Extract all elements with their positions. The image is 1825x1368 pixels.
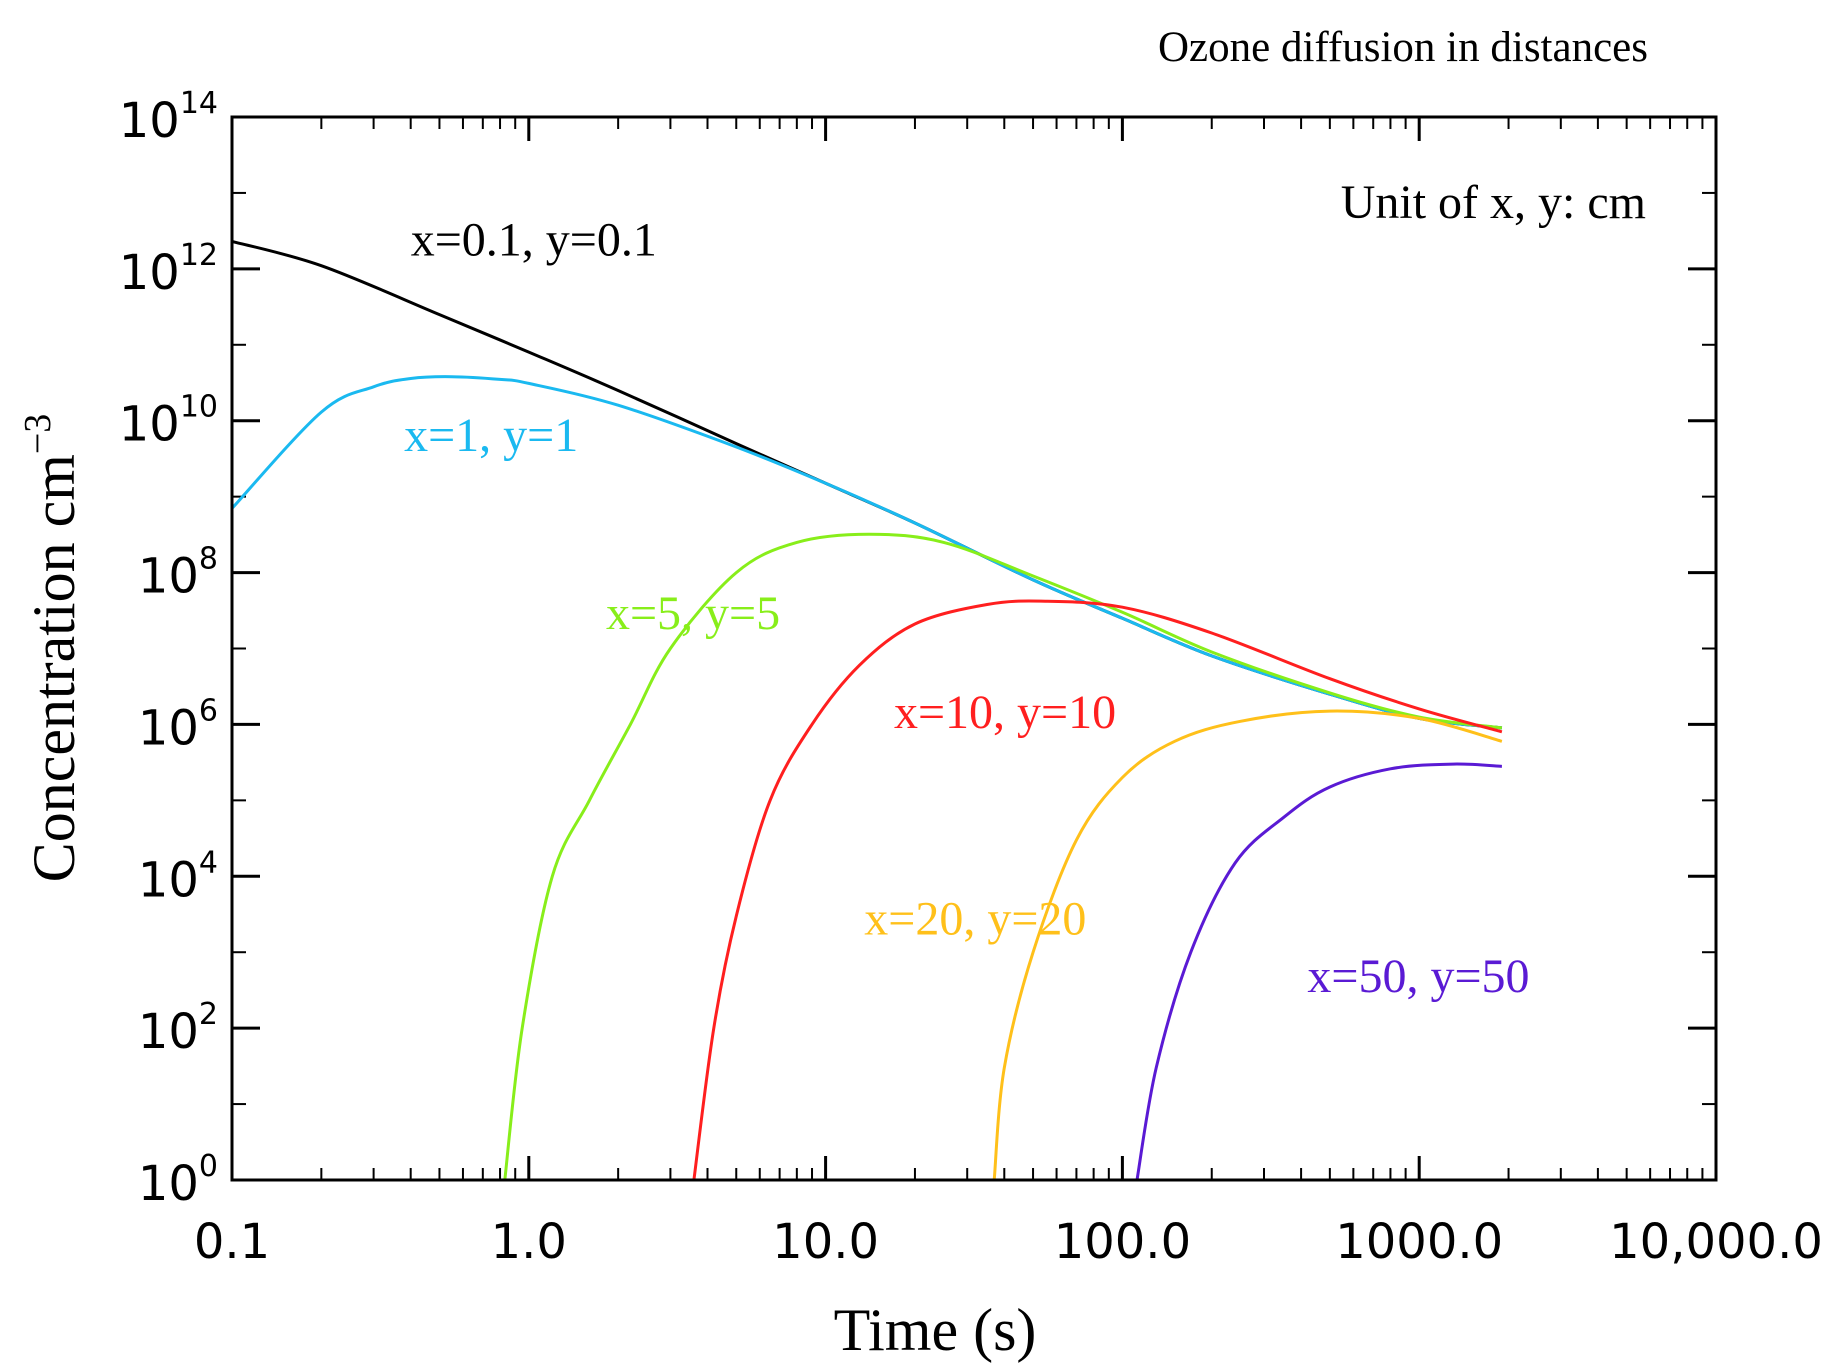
x-tick-label: 10,000.0 bbox=[1609, 1214, 1823, 1270]
y-axis-title-superscript: −3 bbox=[17, 414, 59, 454]
chart-title: Ozone diffusion in distances bbox=[1158, 24, 1648, 71]
y-tick-label: 102 bbox=[138, 997, 218, 1060]
y-tick-exponent: 8 bbox=[199, 542, 218, 577]
series-line-5 bbox=[1135, 762, 1502, 1181]
y-tick-exponent: 4 bbox=[199, 845, 218, 880]
series-line-3 bbox=[692, 599, 1503, 1181]
series-line-1 bbox=[230, 375, 1503, 730]
y-tick-label: 1010 bbox=[119, 390, 218, 453]
y-tick-label: 104 bbox=[138, 845, 218, 908]
plot-frame bbox=[230, 115, 1718, 1182]
y-tick-label: 1012 bbox=[119, 238, 218, 301]
y-tick-base: 10 bbox=[138, 1004, 199, 1060]
y-tick-label: 108 bbox=[138, 542, 218, 605]
x-tick-label: 100.0 bbox=[1054, 1214, 1191, 1270]
series-label-group: x=0.1, y=0.1 x=1, y=1 x=5, y=5 x=10, y=10 x=… bbox=[404, 213, 1529, 1002]
svg-text:Concentration cm−3: Concentration cm−3 bbox=[17, 414, 87, 883]
y-tick-base: 10 bbox=[138, 852, 199, 908]
y-tick-exponent: 0 bbox=[199, 1149, 218, 1184]
y-axis-title: Concentration cm bbox=[21, 454, 87, 882]
y-tick-base: 10 bbox=[119, 397, 180, 453]
y-tick-label: 100 bbox=[138, 1149, 218, 1212]
x-tick-label: 1.0 bbox=[491, 1214, 567, 1270]
series-label-1: x=1, y=1 bbox=[404, 409, 578, 462]
series-label-4: x=20, y=20 bbox=[864, 893, 1086, 946]
y-tick-exponent: 2 bbox=[199, 997, 218, 1032]
y-tick-base: 10 bbox=[138, 700, 199, 756]
series-line-2 bbox=[503, 532, 1503, 1181]
y-tick-label: 1014 bbox=[119, 86, 218, 149]
series-label-0: x=0.1, y=0.1 bbox=[411, 213, 657, 266]
y-tick-base: 10 bbox=[138, 1156, 199, 1212]
y-tick-base: 10 bbox=[119, 93, 180, 149]
x-axis-title: Time (s) bbox=[834, 1297, 1037, 1363]
x-tick-label: 0.1 bbox=[194, 1214, 270, 1270]
y-tick-base: 10 bbox=[119, 245, 180, 301]
x-tick-label: 1000.0 bbox=[1335, 1214, 1503, 1270]
units-annotation: Unit of x, y: cm bbox=[1341, 176, 1646, 229]
series-label-2: x=5, y=5 bbox=[606, 587, 780, 640]
y-tick-exponent: 10 bbox=[180, 390, 218, 425]
y-tick-exponent: 14 bbox=[180, 86, 218, 121]
y-tick-base: 10 bbox=[138, 549, 199, 605]
series-label-3: x=10, y=10 bbox=[894, 686, 1116, 739]
y-tick-exponent: 12 bbox=[180, 238, 218, 273]
series-line-4 bbox=[992, 709, 1503, 1181]
y-tick-exponent: 6 bbox=[199, 693, 218, 728]
y-tick-label: 106 bbox=[138, 693, 218, 756]
series-label-5: x=50, y=50 bbox=[1307, 950, 1529, 1003]
series-group bbox=[230, 239, 1503, 1181]
x-tick-label: 10.0 bbox=[772, 1214, 879, 1270]
